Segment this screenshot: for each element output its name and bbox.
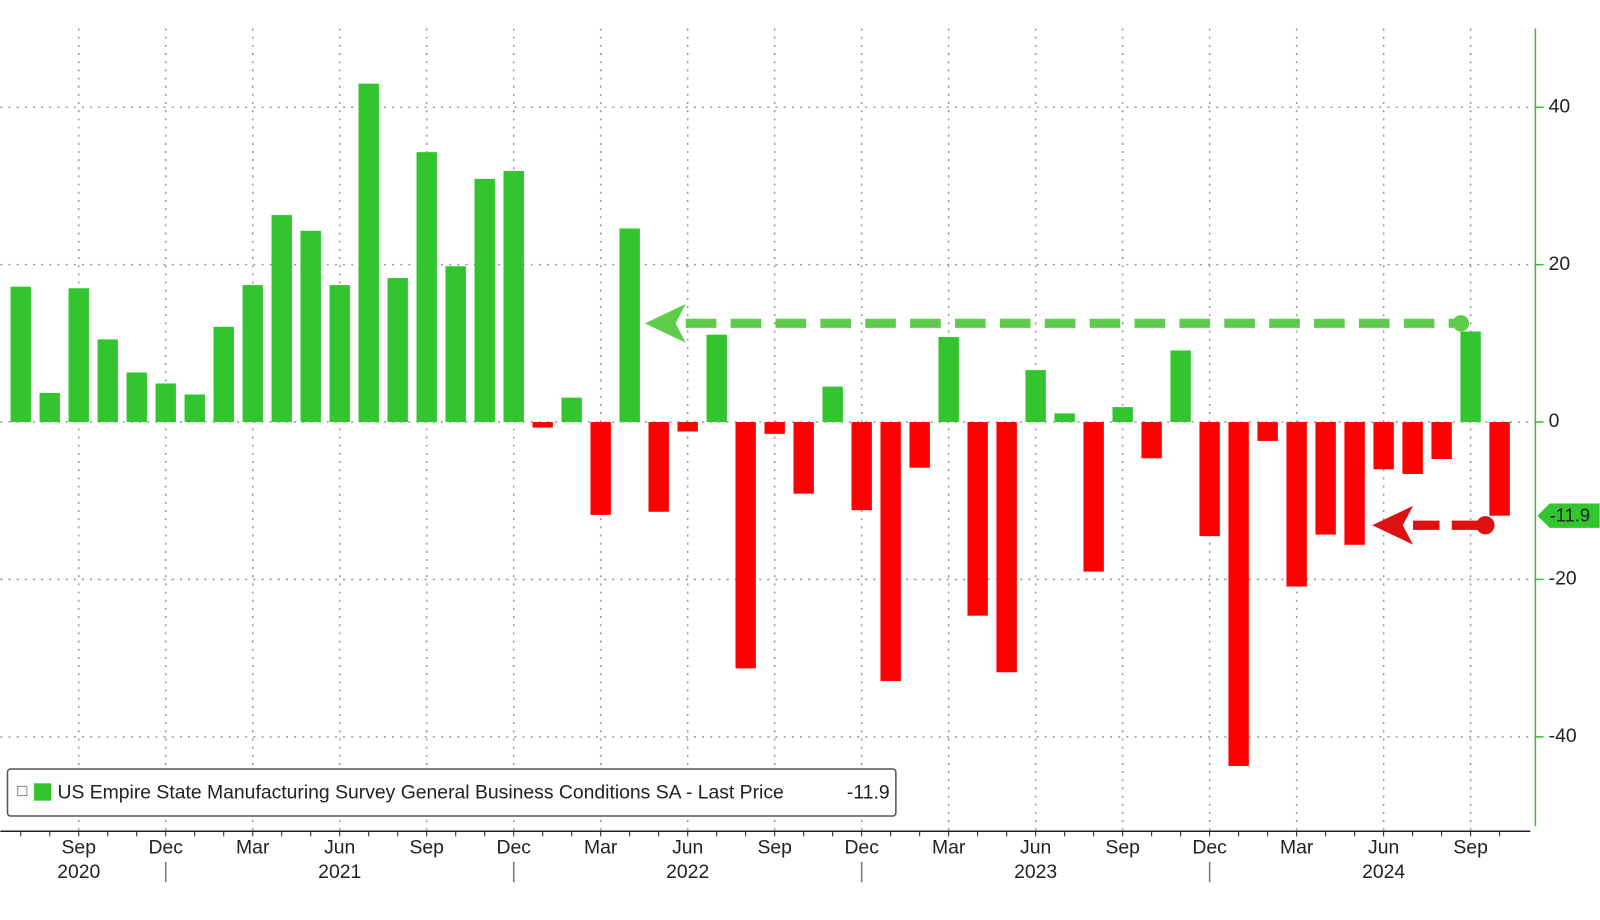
last-value-label: -11.9 bbox=[1550, 505, 1590, 526]
x-tick-label: Jun bbox=[1020, 837, 1051, 859]
bar bbox=[1460, 331, 1481, 423]
bar bbox=[677, 422, 698, 432]
bar bbox=[619, 228, 640, 423]
y-tick-label: -40 bbox=[1549, 725, 1577, 747]
bar bbox=[242, 285, 263, 423]
bar bbox=[1170, 350, 1191, 423]
legend-swatch bbox=[34, 783, 52, 801]
x-year-label: 2022 bbox=[666, 861, 709, 883]
bar bbox=[1112, 407, 1133, 423]
x-year-label: 2024 bbox=[1362, 861, 1405, 883]
y-tick-label: 0 bbox=[1549, 410, 1560, 432]
x-tick-label: Sep bbox=[62, 837, 96, 859]
legend-toggle bbox=[17, 785, 28, 797]
bar bbox=[1054, 413, 1075, 423]
bar bbox=[909, 422, 930, 468]
bar bbox=[793, 422, 814, 494]
bar bbox=[648, 422, 669, 512]
x-tick-label: Dec bbox=[149, 837, 184, 859]
bar bbox=[1489, 422, 1510, 516]
bar bbox=[706, 334, 727, 423]
bar bbox=[1373, 422, 1394, 470]
red-arrow-dot bbox=[1476, 516, 1495, 535]
x-tick-label: Sep bbox=[757, 837, 791, 859]
bar bbox=[851, 422, 872, 511]
bar bbox=[68, 288, 89, 423]
bar bbox=[1228, 422, 1249, 766]
legend-last-value: -11.9 bbox=[847, 782, 890, 804]
x-tick-label: Sep bbox=[409, 837, 443, 859]
bar bbox=[271, 215, 292, 423]
y-tick-label: 40 bbox=[1549, 95, 1571, 117]
bar bbox=[387, 278, 408, 423]
bar bbox=[764, 422, 785, 434]
bar bbox=[1402, 422, 1423, 474]
last-value-badge bbox=[1537, 503, 1600, 528]
green-arrow-dot bbox=[1452, 315, 1470, 332]
legend: US Empire State Manufacturing Survey Gen… bbox=[6, 768, 897, 817]
x-tick-label: Dec bbox=[844, 837, 879, 859]
x-tick-label: Mar bbox=[1280, 837, 1314, 859]
bar bbox=[1257, 422, 1278, 441]
bar bbox=[97, 339, 118, 423]
bar bbox=[532, 422, 553, 428]
bar bbox=[329, 285, 350, 423]
x-tick-label: Dec bbox=[1192, 837, 1227, 859]
bar bbox=[445, 266, 466, 423]
x-tick-label: Jun bbox=[672, 837, 703, 859]
y-tick-label: 20 bbox=[1549, 253, 1571, 275]
bar bbox=[10, 286, 31, 423]
x-year-label: 2020 bbox=[57, 861, 100, 883]
bar bbox=[155, 383, 176, 423]
legend-label: US Empire State Manufacturing Survey Gen… bbox=[57, 782, 783, 804]
bar bbox=[358, 83, 379, 423]
bar bbox=[503, 170, 524, 423]
bar bbox=[474, 178, 495, 423]
x-year-label: 2023 bbox=[1014, 861, 1057, 883]
x-tick-label: Mar bbox=[932, 837, 966, 859]
bar bbox=[416, 152, 437, 423]
bar bbox=[590, 422, 611, 515]
bar bbox=[938, 337, 959, 423]
green-arrow-head bbox=[644, 303, 686, 343]
legend-box bbox=[6, 768, 897, 817]
bar bbox=[1431, 422, 1452, 460]
bar bbox=[561, 397, 582, 423]
x-tick-label: Mar bbox=[236, 837, 270, 859]
bar bbox=[213, 326, 234, 423]
bar bbox=[126, 372, 147, 423]
annotation-arrows bbox=[644, 303, 1495, 545]
bar bbox=[822, 386, 843, 423]
x-tick-label: Sep bbox=[1105, 837, 1139, 859]
bar bbox=[300, 230, 321, 423]
bar bbox=[1344, 422, 1365, 545]
x-tick-label: Dec bbox=[496, 837, 531, 859]
bar bbox=[1199, 422, 1220, 537]
red-arrow-head bbox=[1372, 505, 1413, 545]
bar bbox=[184, 394, 205, 423]
x-tick-label: Mar bbox=[584, 837, 618, 859]
bar bbox=[1286, 422, 1307, 587]
bar bbox=[1025, 370, 1046, 423]
bars bbox=[10, 83, 1510, 766]
bar bbox=[1315, 422, 1336, 535]
bar bbox=[880, 422, 901, 681]
bar bbox=[39, 392, 60, 423]
bar bbox=[996, 422, 1017, 673]
x-tick-label: Sep bbox=[1453, 837, 1487, 859]
y-tick-label: -20 bbox=[1549, 568, 1577, 590]
bar bbox=[1083, 422, 1104, 572]
bar bbox=[1141, 422, 1162, 459]
bar bbox=[735, 422, 756, 669]
x-tick-label: Jun bbox=[1368, 837, 1399, 859]
x-tick-label: Jun bbox=[324, 837, 355, 859]
bar bbox=[967, 422, 988, 616]
x-year-label: 2021 bbox=[318, 861, 361, 883]
